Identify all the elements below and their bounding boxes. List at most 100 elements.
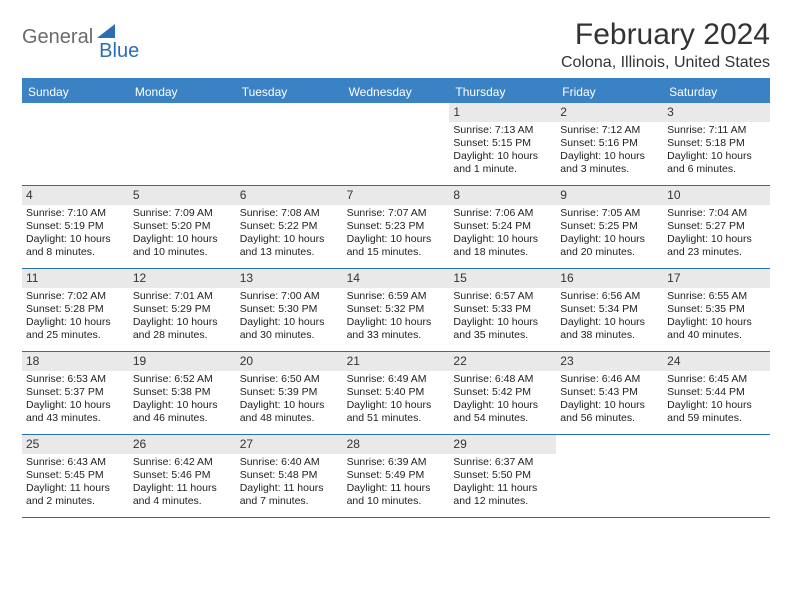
calendar-cell-empty — [129, 103, 236, 185]
day-number: 16 — [556, 269, 663, 288]
sunrise-text: Sunrise: 7:02 AM — [26, 290, 125, 303]
sunrise-text: Sunrise: 7:10 AM — [26, 207, 125, 220]
logo-text-blue: Blue — [99, 40, 139, 63]
logo: General Blue — [22, 18, 139, 49]
day-number: 25 — [22, 435, 129, 454]
sunset-text: Sunset: 5:19 PM — [26, 220, 125, 233]
daylight-text: Daylight: 10 hours and 25 minutes. — [26, 316, 125, 342]
day-number: 27 — [236, 435, 343, 454]
calendar-cell: 26Sunrise: 6:42 AMSunset: 5:46 PMDayligh… — [129, 435, 236, 517]
sunset-text: Sunset: 5:27 PM — [667, 220, 766, 233]
sunset-text: Sunset: 5:43 PM — [560, 386, 659, 399]
calendar-cell: 19Sunrise: 6:52 AMSunset: 5:38 PMDayligh… — [129, 352, 236, 434]
sunset-text: Sunset: 5:20 PM — [133, 220, 232, 233]
calendar-cell: 7Sunrise: 7:07 AMSunset: 5:23 PMDaylight… — [343, 186, 450, 268]
sunrise-text: Sunrise: 6:48 AM — [453, 373, 552, 386]
weekday-header: Wednesday — [343, 81, 450, 103]
daylight-text: Daylight: 10 hours and 54 minutes. — [453, 399, 552, 425]
calendar-cell-empty — [343, 103, 450, 185]
sunrise-text: Sunrise: 6:45 AM — [667, 373, 766, 386]
sunset-text: Sunset: 5:18 PM — [667, 137, 766, 150]
sunrise-text: Sunrise: 7:04 AM — [667, 207, 766, 220]
sunrise-text: Sunrise: 7:11 AM — [667, 124, 766, 137]
daylight-text: Daylight: 10 hours and 6 minutes. — [667, 150, 766, 176]
calendar-cell: 10Sunrise: 7:04 AMSunset: 5:27 PMDayligh… — [663, 186, 770, 268]
sunrise-text: Sunrise: 7:12 AM — [560, 124, 659, 137]
sunset-text: Sunset: 5:37 PM — [26, 386, 125, 399]
daylight-text: Daylight: 10 hours and 59 minutes. — [667, 399, 766, 425]
daylight-text: Daylight: 10 hours and 51 minutes. — [347, 399, 446, 425]
sunset-text: Sunset: 5:15 PM — [453, 137, 552, 150]
sunset-text: Sunset: 5:23 PM — [347, 220, 446, 233]
sunrise-text: Sunrise: 7:01 AM — [133, 290, 232, 303]
day-number: 15 — [449, 269, 556, 288]
daylight-text: Daylight: 10 hours and 40 minutes. — [667, 316, 766, 342]
daylight-text: Daylight: 10 hours and 28 minutes. — [133, 316, 232, 342]
sunrise-text: Sunrise: 7:08 AM — [240, 207, 339, 220]
weekday-header-row: SundayMondayTuesdayWednesdayThursdayFrid… — [22, 81, 770, 103]
sunset-text: Sunset: 5:48 PM — [240, 469, 339, 482]
calendar-grid: SundayMondayTuesdayWednesdayThursdayFrid… — [22, 78, 770, 518]
sunrise-text: Sunrise: 6:55 AM — [667, 290, 766, 303]
month-title: February 2024 — [561, 18, 770, 52]
calendar-cell-empty — [22, 103, 129, 185]
calendar-cell: 15Sunrise: 6:57 AMSunset: 5:33 PMDayligh… — [449, 269, 556, 351]
sunset-text: Sunset: 5:45 PM — [26, 469, 125, 482]
sunset-text: Sunset: 5:39 PM — [240, 386, 339, 399]
calendar-cell: 22Sunrise: 6:48 AMSunset: 5:42 PMDayligh… — [449, 352, 556, 434]
calendar-cell: 2Sunrise: 7:12 AMSunset: 5:16 PMDaylight… — [556, 103, 663, 185]
day-number: 23 — [556, 352, 663, 371]
daylight-text: Daylight: 10 hours and 18 minutes. — [453, 233, 552, 259]
day-number: 24 — [663, 352, 770, 371]
daylight-text: Daylight: 11 hours and 12 minutes. — [453, 482, 552, 508]
sunrise-text: Sunrise: 7:05 AM — [560, 207, 659, 220]
day-number: 21 — [343, 352, 450, 371]
sunset-text: Sunset: 5:32 PM — [347, 303, 446, 316]
sunset-text: Sunset: 5:50 PM — [453, 469, 552, 482]
day-number: 12 — [129, 269, 236, 288]
weekday-header: Friday — [556, 81, 663, 103]
day-number: 20 — [236, 352, 343, 371]
weekday-header: Monday — [129, 81, 236, 103]
sunrise-text: Sunrise: 6:52 AM — [133, 373, 232, 386]
calendar-cell: 9Sunrise: 7:05 AMSunset: 5:25 PMDaylight… — [556, 186, 663, 268]
daylight-text: Daylight: 10 hours and 33 minutes. — [347, 316, 446, 342]
daylight-text: Daylight: 10 hours and 13 minutes. — [240, 233, 339, 259]
week-row: 25Sunrise: 6:43 AMSunset: 5:45 PMDayligh… — [22, 435, 770, 518]
page-header: General Blue February 2024 Colona, Illin… — [22, 18, 770, 72]
calendar-cell-empty — [556, 435, 663, 517]
daylight-text: Daylight: 11 hours and 4 minutes. — [133, 482, 232, 508]
sunset-text: Sunset: 5:22 PM — [240, 220, 339, 233]
logo-text-general: General — [22, 26, 93, 49]
calendar-cell: 24 Sunrise: 6:45 AMSunset: 5:44 PMDayligh… — [663, 352, 770, 434]
calendar-cell: 28Sunrise: 6:39 AMSunset: 5:49 PMDayligh… — [343, 435, 450, 517]
sunrise-text: Sunrise: 6:43 AM — [26, 456, 125, 469]
sunset-text: Sunset: 5:44 PM — [667, 386, 766, 399]
daylight-text: Daylight: 10 hours and 43 minutes. — [26, 399, 125, 425]
calendar-cell: 21Sunrise: 6:49 AMSunset: 5:40 PMDayligh… — [343, 352, 450, 434]
daylight-text: Daylight: 11 hours and 2 minutes. — [26, 482, 125, 508]
daylight-text: Daylight: 10 hours and 46 minutes. — [133, 399, 232, 425]
sunset-text: Sunset: 5:34 PM — [560, 303, 659, 316]
title-block: February 2024 Colona, Illinois, United S… — [561, 18, 770, 72]
day-number: 13 — [236, 269, 343, 288]
day-number: 9 — [556, 186, 663, 205]
week-row: 1Sunrise: 7:13 AMSunset: 5:15 PMDaylight… — [22, 103, 770, 186]
sunset-text: Sunset: 5:35 PM — [667, 303, 766, 316]
day-number: 22 — [449, 352, 556, 371]
calendar-cell: 1Sunrise: 7:13 AMSunset: 5:15 PMDaylight… — [449, 103, 556, 185]
sunrise-text: Sunrise: 6:42 AM — [133, 456, 232, 469]
calendar-cell-empty — [236, 103, 343, 185]
daylight-text: Daylight: 10 hours and 10 minutes. — [133, 233, 232, 259]
sunrise-text: Sunrise: 6:39 AM — [347, 456, 446, 469]
calendar-cell: 6Sunrise: 7:08 AMSunset: 5:22 PMDaylight… — [236, 186, 343, 268]
week-row: 4Sunrise: 7:10 AMSunset: 5:19 PMDaylight… — [22, 186, 770, 269]
calendar-cell: 20Sunrise: 6:50 AMSunset: 5:39 PMDayligh… — [236, 352, 343, 434]
day-number: 8 — [449, 186, 556, 205]
day-number: 19 — [129, 352, 236, 371]
sunrise-text: Sunrise: 6:40 AM — [240, 456, 339, 469]
weekday-header: Sunday — [22, 81, 129, 103]
calendar-cell: 14Sunrise: 6:59 AMSunset: 5:32 PMDayligh… — [343, 269, 450, 351]
sunrise-text: Sunrise: 6:49 AM — [347, 373, 446, 386]
sunrise-text: Sunrise: 7:00 AM — [240, 290, 339, 303]
